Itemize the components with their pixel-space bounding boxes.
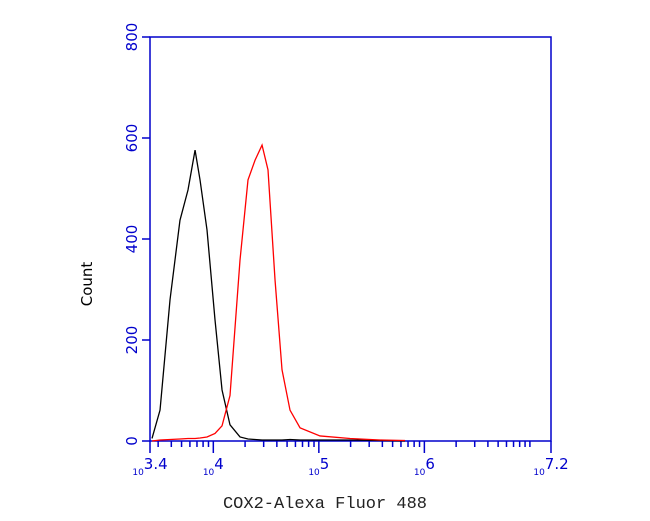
y-tick-label: 200 (123, 326, 141, 355)
x-tick-base: 10 (414, 468, 426, 478)
plot-frame (149, 36, 552, 442)
x-tick-exponent: 7.2 (545, 455, 569, 473)
histogram-line (151, 143, 406, 442)
y-axis-label: Count (78, 262, 96, 307)
x-tick-exponent: 4 (214, 455, 224, 473)
x-tick-base: 10 (132, 468, 144, 478)
x-tick-exponent: 6 (425, 455, 435, 473)
histogram-line (151, 150, 406, 442)
x-tick-exponent: 5 (320, 455, 330, 473)
x-tick-base: 10 (308, 468, 320, 478)
y-tick-label: 600 (123, 124, 141, 153)
x-tick-exponent: 3.4 (144, 455, 168, 473)
x-tick-label: 104 (203, 455, 224, 478)
y-tick-label: 800 (123, 23, 141, 52)
x-tick-base: 10 (203, 468, 215, 478)
x-tick-label: 106 (414, 455, 435, 478)
x-tick-label: 107.2 (533, 455, 568, 478)
x-axis-label: COX2-Alexa Fluor 488 (223, 495, 427, 514)
y-tick-label: 400 (123, 225, 141, 254)
x-tick-base: 10 (533, 468, 545, 478)
x-tick-label: 103.4 (132, 455, 167, 478)
y-tick-label: 0 (123, 436, 141, 446)
x-tick-label: 105 (308, 455, 329, 478)
